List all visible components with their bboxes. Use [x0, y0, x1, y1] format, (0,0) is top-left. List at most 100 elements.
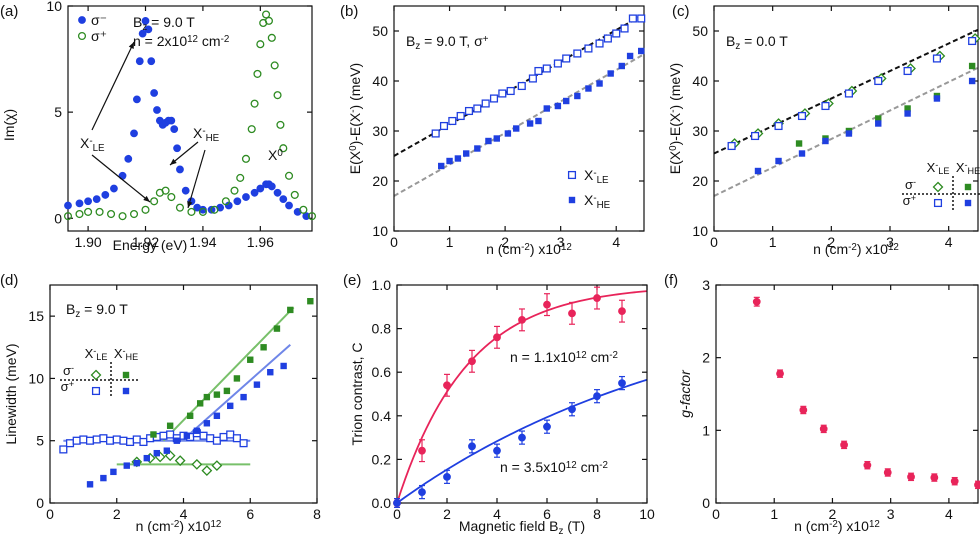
data-point: [213, 391, 221, 398]
data-point: [186, 412, 194, 419]
arrow-head: [143, 195, 150, 202]
x-axis-label-part: 12: [561, 242, 572, 253]
data-point: [950, 477, 959, 486]
data-point: [626, 52, 634, 60]
data-point: [132, 435, 141, 444]
data-point: [256, 184, 265, 193]
xhe-label: X-HE: [193, 125, 220, 144]
x-tick-label: 8: [313, 506, 321, 522]
x-tick-label: 1.90: [74, 234, 101, 250]
y-tick-label: 50: [372, 23, 388, 39]
panel-title-part: = 0.0 T: [740, 33, 788, 49]
x-axis-label-part: z: [558, 526, 563, 537]
x-axis-label-part: 12: [869, 519, 880, 530]
data-point: [253, 69, 262, 78]
data-point: [302, 212, 311, 221]
data-point: [132, 95, 141, 104]
density-label-part: 12: [187, 34, 198, 45]
key-row-label: σ+: [61, 379, 74, 394]
x-tick-label: 1: [769, 234, 777, 250]
data-point: [518, 315, 526, 324]
series-label: n = 1.1x1012 cm-2: [510, 349, 618, 365]
data-point: [932, 54, 941, 63]
data-point: [106, 436, 115, 445]
data-point: [267, 369, 274, 376]
key-col-label-part: HE: [126, 352, 139, 362]
x-axis-label-part: ) x10: [179, 518, 210, 534]
panel-d: 0 2 4 6 8 0 5 10 15 Linewidth (meV) n (cm-2) x1012…: [3, 284, 321, 534]
key-row-label: σ+: [903, 193, 916, 208]
key-col-label: X-LE: [927, 160, 950, 176]
x-axis-label-part: n (cm: [813, 241, 848, 257]
data-point: [485, 137, 492, 145]
series-label-part: -2: [609, 350, 618, 361]
y-tick-label: 1.0: [372, 277, 392, 293]
key-col-label-part: X: [114, 346, 123, 361]
data-point: [489, 94, 499, 103]
y-axis-label-part: 0: [668, 145, 679, 151]
density-label-part: n = 2x10: [133, 33, 187, 49]
data-point: [493, 446, 501, 455]
data-point: [92, 435, 101, 444]
data-point: [75, 209, 84, 219]
panel-label: (a): [0, 3, 18, 20]
data-point: [153, 106, 161, 114]
y-tick-label: 0: [702, 495, 710, 511]
plot-frame: [396, 284, 648, 504]
data-point: [907, 472, 915, 481]
series-g-factor: [752, 296, 980, 490]
data-point: [167, 116, 176, 125]
key-row-label-part: σ: [63, 363, 71, 378]
arrow-head: [187, 201, 193, 208]
data-point: [439, 121, 449, 131]
x-axis-label: n (cm-2) x1012: [136, 518, 222, 534]
series-label-part: cm: [587, 349, 610, 365]
legend-label-part: -: [593, 193, 596, 204]
data-point: [233, 375, 241, 382]
x-tick-label: 2: [113, 506, 121, 522]
x-tick-label: 6: [543, 506, 551, 522]
panel-title-part: z: [415, 41, 420, 52]
data-point: [513, 125, 520, 132]
x-tick-label: 1.92: [132, 234, 159, 250]
series-X⁻HE σ⁻: [150, 297, 314, 438]
panel-label: (c): [672, 3, 690, 20]
x-tick-label: 1: [446, 234, 454, 250]
data-point: [99, 434, 108, 443]
series-X⁻HE: [438, 47, 645, 170]
data-point: [226, 430, 235, 439]
data-point: [112, 435, 121, 444]
data-point: [543, 422, 551, 431]
series-X⁻LE σ⁻: [131, 450, 223, 477]
key-row-label: σ-: [63, 363, 74, 378]
x-axis-label-part: -2: [171, 519, 180, 530]
x-axis-label-part: 12: [888, 242, 899, 253]
data-point: [874, 76, 883, 86]
data-point: [63, 212, 73, 221]
plot-frame: [713, 5, 979, 232]
x-axis-label: Magnetic field Bz (T): [459, 518, 585, 537]
y-axis-label-part: ) (meV): [667, 63, 683, 110]
data-point: [279, 195, 288, 204]
data-point: [563, 97, 570, 105]
data-point: [150, 197, 159, 206]
fit-curve: [396, 378, 648, 504]
panel-title-part: B: [406, 33, 415, 49]
x-axis-label-part: n (cm: [136, 518, 171, 534]
data-point: [118, 212, 127, 221]
data-point: [161, 186, 170, 195]
plot-frame: [715, 284, 979, 504]
data-point: [290, 190, 299, 199]
data-point: [543, 105, 550, 112]
key-row-label-part: -: [71, 363, 74, 373]
field-label-part: B: [133, 14, 142, 30]
y-tick-label: 5: [36, 433, 44, 449]
x-tick-label: 0: [390, 234, 398, 250]
data-point: [875, 115, 882, 122]
x-axis-label: Energy (eV): [113, 237, 188, 253]
panel-a: 1.90 1.92 1.94 1.96 0 5 10 Im(χ) Energy (eV) σ⁻σ⁺…: [1, 0, 317, 253]
y-tick-label: 0: [54, 210, 62, 226]
data-point: [247, 356, 254, 363]
